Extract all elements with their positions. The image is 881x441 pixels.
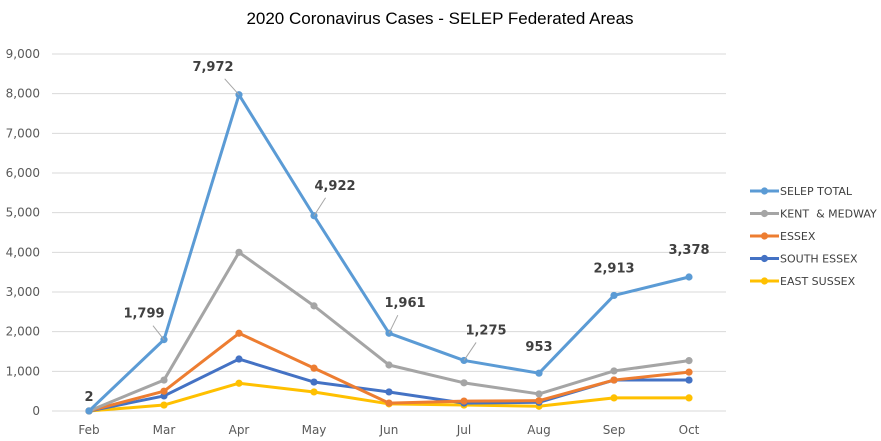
x-tick-label: May [302, 423, 327, 437]
legend-label: SOUTH ESSEX [780, 253, 858, 266]
legend: SELEP TOTAL KENT & MEDWAY ESSEX SOUTH ESSEX… [750, 185, 877, 288]
chart-title: 2020 Coronavirus Cases - SELEP Federated… [246, 9, 633, 28]
x-tick-label: Sep [603, 423, 626, 437]
data-point [685, 273, 693, 281]
series-essex [85, 329, 693, 415]
data-label: 1,275 [465, 323, 506, 338]
data-label: 2,913 [593, 261, 634, 276]
data-label: 4,922 [314, 179, 355, 194]
data-point [235, 329, 243, 337]
y-tick-label: 6,000 [6, 166, 40, 180]
x-axis-ticks: Feb Mar Apr May Jun Jul Aug Sep Oct [78, 423, 699, 437]
data-point [385, 388, 393, 396]
y-tick-label: 2,000 [6, 325, 40, 339]
y-tick-label: 0 [32, 404, 40, 418]
x-tick-label: Jun [379, 423, 399, 437]
legend-marker [760, 209, 769, 218]
legend-item: SOUTH ESSEX [750, 253, 858, 266]
legend-item: SELEP TOTAL [750, 185, 853, 198]
data-point [160, 387, 168, 395]
x-tick-label: Jul [456, 423, 471, 437]
data-label: 3,378 [668, 243, 709, 258]
leader-line [224, 78, 240, 96]
y-tick-label: 1,000 [6, 364, 40, 378]
legend-marker [760, 277, 769, 285]
data-point [610, 291, 618, 300]
x-tick-label: Mar [153, 423, 176, 437]
legend-label: KENT & MEDWAY [780, 208, 877, 221]
data-point [385, 399, 393, 407]
legend-label: SELEP TOTAL [780, 185, 853, 198]
leader-line [388, 314, 399, 334]
y-tick-label: 5,000 [6, 206, 40, 220]
data-label: 953 [525, 340, 552, 355]
legend-item: KENT & MEDWAY [750, 208, 877, 221]
y-axis-ticks: 0 1,000 2,000 3,000 4,000 5,000 6,000 7,000 8,00… [6, 47, 40, 418]
data-point [85, 407, 93, 415]
data-point [310, 378, 318, 386]
y-tick-label: 4,000 [6, 245, 40, 259]
legend-marker [760, 187, 769, 195]
data-point [460, 379, 468, 387]
x-tick-label: Feb [78, 423, 99, 437]
data-point [235, 355, 243, 363]
y-tick-label: 7,000 [6, 126, 40, 140]
data-label: 1,799 [123, 307, 164, 322]
y-tick-label: 3,000 [6, 285, 40, 299]
data-point [685, 376, 693, 384]
data-point [385, 361, 393, 369]
data-point [535, 397, 543, 405]
data-point [535, 369, 543, 377]
data-point [685, 357, 693, 365]
gridlines [52, 53, 726, 412]
legend-item: EAST SUSSEX [750, 275, 856, 288]
leader-line [152, 325, 165, 340]
data-labels: 2 1,799 7,972 4,922 1,961 1,275 953 2,913 3,378 [84, 60, 709, 405]
data-point [235, 248, 243, 256]
data-point [160, 376, 168, 384]
legend-marker [760, 254, 769, 263]
legend-marker [760, 232, 769, 240]
data-point [235, 379, 243, 387]
x-tick-label: Aug [527, 423, 550, 437]
data-point [610, 376, 618, 384]
x-tick-label: Oct [679, 423, 700, 437]
y-tick-label: 9,000 [6, 47, 40, 61]
data-label: 7,972 [192, 60, 233, 75]
data-point [685, 368, 693, 376]
data-point [310, 388, 318, 396]
data-point [535, 390, 543, 398]
data-label: 2 [84, 390, 93, 405]
data-point [310, 364, 318, 372]
data-point [310, 302, 318, 310]
data-point [610, 394, 618, 402]
series-lines [85, 91, 693, 415]
leader-line [463, 342, 477, 361]
data-point [160, 401, 168, 409]
data-label: 1,961 [384, 296, 425, 311]
leader-line [313, 197, 326, 217]
y-tick-label: 8,000 [6, 87, 40, 101]
x-tick-label: Apr [229, 423, 250, 437]
data-point [685, 394, 693, 402]
legend-item: ESSEX [750, 230, 816, 243]
legend-label: EAST SUSSEX [780, 275, 856, 288]
data-point [610, 367, 618, 375]
data-point [460, 397, 468, 405]
legend-label: ESSEX [780, 230, 816, 243]
